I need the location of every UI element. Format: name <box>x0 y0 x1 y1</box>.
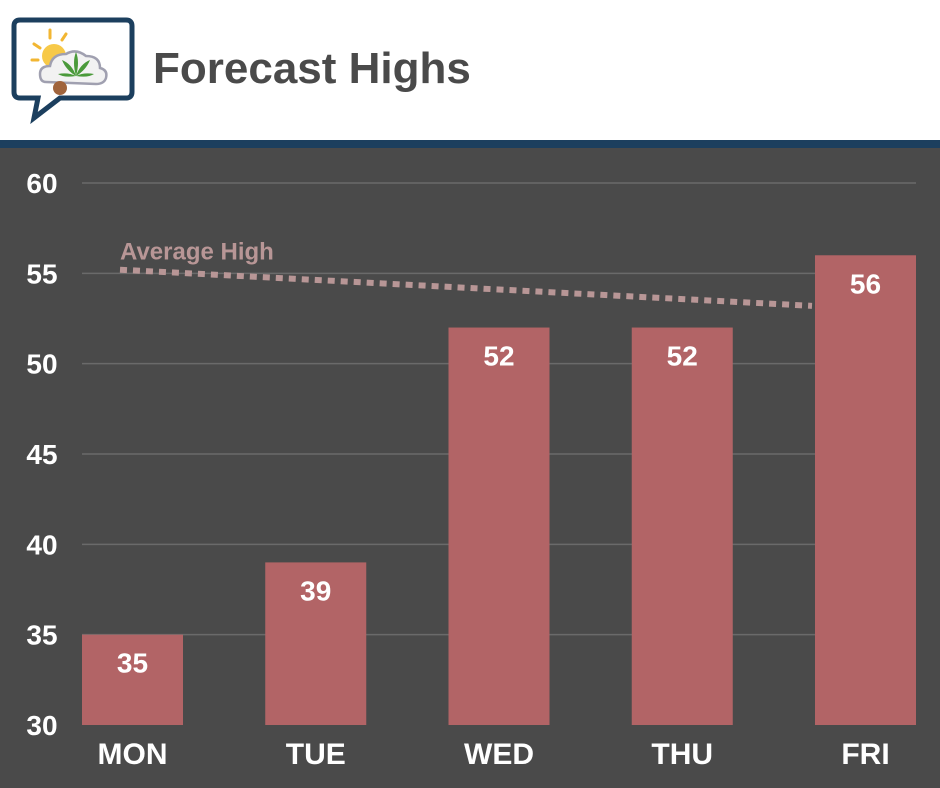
header: Forecast Highs <box>0 0 940 140</box>
y-axis: 30 35 40 45 50 55 60 <box>26 168 57 741</box>
bar-thu <box>631 327 733 725</box>
average-high-dotted-line <box>119 266 813 309</box>
average-high-line: Average High <box>119 239 813 309</box>
header-divider <box>0 140 940 148</box>
y-tick-label: 50 <box>26 349 57 380</box>
y-tick-label: 55 <box>26 258 57 289</box>
data-label: 56 <box>850 268 881 299</box>
bar-fri <box>815 255 916 725</box>
bar-tue <box>265 562 367 725</box>
y-tick-label: 40 <box>26 529 57 560</box>
x-tick-label: FRI <box>841 738 889 771</box>
data-label: 52 <box>667 341 698 372</box>
bar-mon <box>82 634 183 725</box>
bar-wed <box>448 327 550 725</box>
y-tick-label: 45 <box>26 439 57 470</box>
data-label: 39 <box>300 575 331 606</box>
data-label: 52 <box>483 341 514 372</box>
y-tick-label: 30 <box>26 710 57 741</box>
x-tick-label: TUE <box>286 738 346 771</box>
y-tick-label: 60 <box>26 168 57 199</box>
bar-chart: 30 35 40 45 50 55 60 35 39 52 52 56 Average High M… <box>26 168 916 771</box>
weather-cannabis-logo-icon <box>11 17 135 124</box>
page-title: Forecast Highs <box>153 44 471 93</box>
x-axis: MON TUE WED THU FRI <box>98 738 890 771</box>
x-tick-label: WED <box>464 738 534 771</box>
data-label: 35 <box>117 648 148 679</box>
y-tick-label: 35 <box>26 620 57 651</box>
x-tick-label: THU <box>651 738 713 771</box>
x-tick-label: MON <box>98 738 168 771</box>
bars: 35 39 52 52 56 <box>82 255 916 725</box>
average-high-label: Average High <box>120 239 274 266</box>
